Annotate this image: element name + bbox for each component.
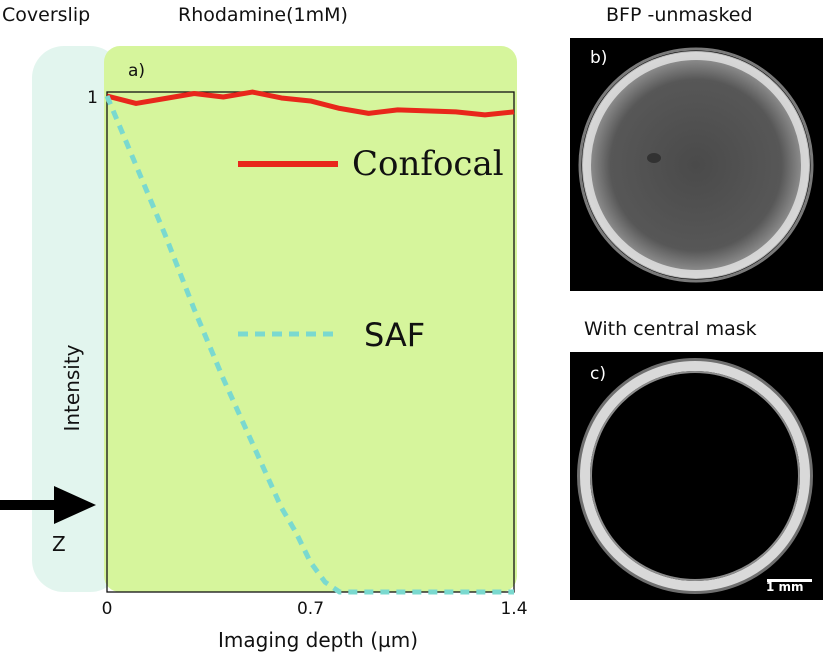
panel-c-letter: c)	[590, 364, 606, 384]
y-axis-label: Intensity	[60, 344, 84, 431]
x-tick-label: 1.4	[500, 599, 527, 619]
rhodamine-band	[104, 46, 517, 592]
bfp-unmasked-image: b)	[570, 38, 823, 291]
x-tick-label: 0.7	[297, 599, 324, 619]
legend-saf-label: SAF	[364, 316, 425, 354]
legend-confocal-label: Confocal	[352, 144, 504, 184]
with-mask-label: With central mask	[584, 318, 757, 340]
masked-outer-glow	[577, 358, 813, 594]
scale-bar-label: 1 mm	[766, 580, 804, 594]
z-arrow	[0, 486, 96, 524]
z-label: Z	[52, 532, 66, 556]
x-axis-label: Imaging depth (µm)	[218, 628, 418, 652]
panel-b-letter: b)	[590, 48, 608, 68]
bfp-ring	[583, 52, 809, 278]
y-tick-label: 1	[87, 88, 98, 108]
series-line-confocal	[106, 89, 515, 118]
masked-image: c) 1 mm	[570, 352, 823, 600]
coverslip-label: Coverslip	[2, 4, 91, 26]
rhodamine-label: Rhodamine(1mM)	[178, 4, 348, 26]
scale-bar	[767, 579, 812, 582]
plot-frame	[106, 91, 515, 593]
masked-ring	[580, 361, 810, 591]
x-tick-label: 0	[102, 599, 113, 619]
series-line-saf	[104, 95, 514, 595]
bfp-unmasked-label: BFP -unmasked	[606, 4, 753, 26]
panel-a-letter: a)	[128, 61, 145, 81]
bfp-disk	[582, 51, 810, 279]
bfp-dust-spot	[647, 153, 661, 163]
